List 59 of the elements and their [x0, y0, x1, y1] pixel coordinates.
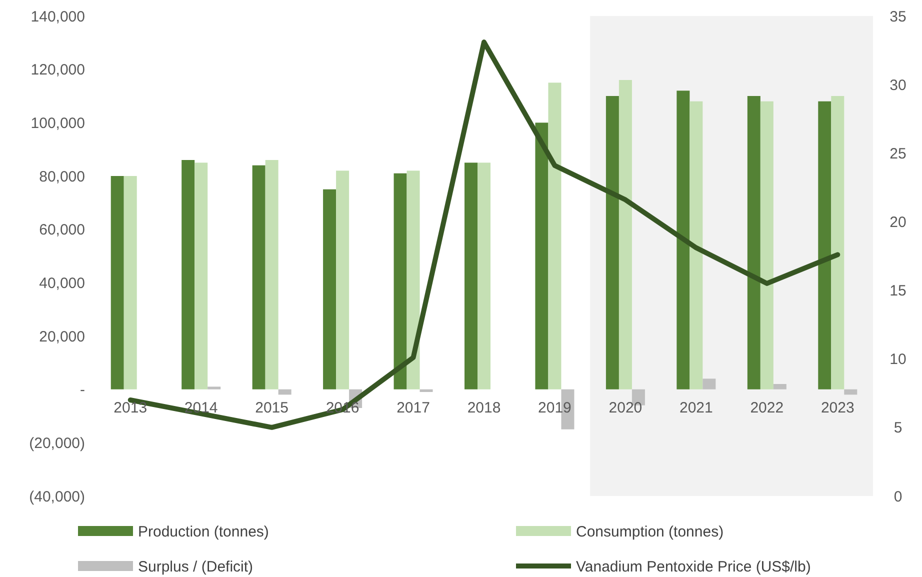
bar [406, 170, 420, 390]
x-tick-label: 2020 [608, 399, 642, 416]
bar [818, 101, 832, 390]
bar [690, 101, 703, 390]
bar [194, 162, 208, 390]
bar [702, 378, 716, 390]
legend-label: Vanadium Pentoxide Price (US$/lb) [576, 558, 811, 576]
y2-tick-label: 5 [894, 420, 902, 437]
bar [548, 82, 562, 390]
bar [278, 389, 292, 395]
bar [747, 96, 760, 390]
bar [323, 189, 336, 390]
y2-tick-label: 20 [890, 214, 906, 231]
bar [760, 101, 774, 390]
y2-tick-label: 35 [890, 8, 906, 26]
y2-tick-label: 15 [890, 282, 906, 300]
y-tick-label: 120,000 [30, 62, 85, 79]
bar [110, 176, 124, 390]
x-tick-label: 2017 [396, 399, 430, 416]
y-tick-label: 80,000 [39, 168, 85, 186]
y-tick-label: 140,000 [30, 8, 85, 26]
bar [394, 173, 407, 390]
x-tick-label: 2015 [255, 399, 289, 416]
y2-tick-label: 25 [890, 145, 906, 162]
y2-tick-label: 10 [890, 351, 906, 368]
y-tick-label: 20,000 [39, 328, 85, 346]
x-tick-label: 2018 [467, 399, 501, 416]
x-tick-label: 2023 [820, 399, 854, 416]
bar [265, 160, 278, 390]
bar [336, 170, 350, 390]
bar [464, 162, 478, 390]
bar [676, 90, 690, 390]
x-tick-label: 2019 [538, 399, 572, 416]
bar [208, 386, 221, 390]
bar [606, 96, 619, 390]
bar [182, 160, 195, 390]
y-tick-label: 40,000 [39, 274, 85, 292]
bar [535, 122, 548, 390]
y-tick-label: 100,000 [30, 114, 85, 132]
bar [618, 80, 632, 390]
legend-label: Consumption (tonnes) [576, 523, 724, 540]
y2-tick-label: 0 [894, 488, 902, 506]
y-tick-label: 60,000 [39, 222, 85, 239]
legend-label: Surplus / (Deficit) [138, 558, 254, 576]
bar [420, 389, 433, 392]
x-tick-label: 2022 [750, 399, 784, 416]
x-tick-label: 2021 [679, 399, 713, 416]
y2-tick-label: 30 [890, 76, 906, 94]
x-tick-label: 2013 [114, 399, 148, 416]
y-tick-label: - [80, 382, 85, 399]
bar [844, 389, 858, 395]
bar [773, 384, 786, 390]
y-tick-label: (20,000) [29, 434, 85, 452]
bar [831, 96, 844, 390]
legend-label: Production (tonnes) [138, 523, 269, 540]
bar [478, 162, 490, 390]
y-tick-label: (40,000) [29, 488, 85, 506]
bar [252, 165, 266, 390]
bar [124, 176, 137, 390]
